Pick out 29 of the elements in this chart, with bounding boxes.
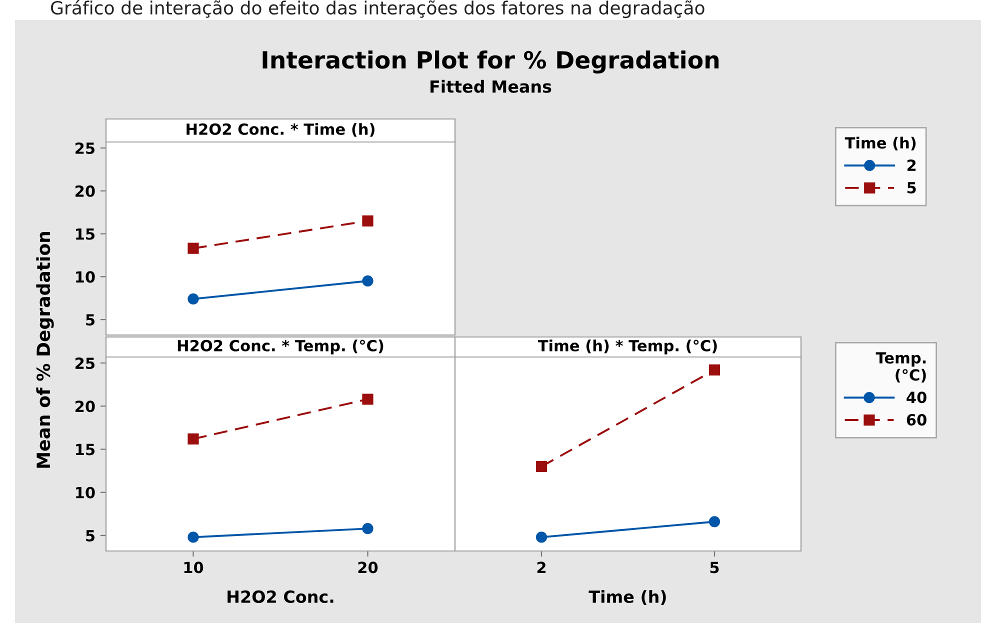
y-tick-label: 25 (76, 142, 95, 154)
y-tick-label: 5 (86, 530, 95, 542)
chart-title: H2O2 Conc. * Time (h) (186, 123, 374, 137)
y-tick-label: 15 (76, 444, 95, 456)
x-tick-label: 2 (537, 562, 546, 574)
text: Fitted Means (430, 80, 552, 93)
y-tick-label: 20 (76, 185, 95, 197)
text: Interaction Plot for % Degradation (262, 50, 719, 74)
y-tick-label: 10 (76, 271, 95, 283)
chart-title: Time (h) * Temp. (°C) (538, 340, 717, 354)
legend-label: 40 (906, 392, 926, 404)
legend-label: 60 (906, 414, 926, 426)
legend-title: Temp. (°C) (876, 352, 926, 383)
x-axis-title: H2O2 Conc. (228, 590, 334, 603)
x-axis-title: Time (h) (588, 590, 666, 605)
x-tick-label: 5 (710, 562, 719, 574)
y-tick-label: 25 (76, 358, 95, 370)
legend-label: 2 (907, 160, 916, 171)
y-tick-label: 15 (76, 228, 95, 240)
y-tick-label: 20 (76, 400, 95, 412)
y-tick-label: 10 (76, 486, 95, 498)
legend-label: 5 (907, 182, 916, 194)
y-axis-title: Mean of % Degradation (36, 232, 54, 468)
chart-title: H2O2 Conc. * Temp. (°C) (178, 340, 384, 354)
legend-title: Time (h) (844, 136, 916, 150)
y-tick-label: 5 (86, 314, 95, 326)
x-tick-label: 10 (184, 562, 204, 574)
text: Gráfico de interação do efeito das interações dos fatores na degradação (51, 0, 704, 18)
x-tick-label: 20 (358, 562, 378, 574)
